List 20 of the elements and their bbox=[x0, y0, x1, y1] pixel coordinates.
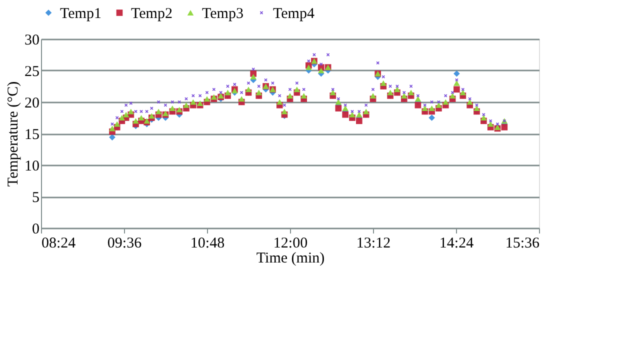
y-tick-label: 30 bbox=[24, 32, 40, 48]
y-tick-label: 15 bbox=[24, 127, 40, 143]
y-axis-title: Temperature (°C) bbox=[6, 81, 22, 187]
x-axis-title: Time (min) bbox=[256, 250, 325, 266]
legend-label: Temp1 bbox=[60, 6, 102, 22]
x-tick-label: 09:36 bbox=[107, 236, 142, 252]
y-tick-label: 20 bbox=[24, 96, 40, 112]
x-tick-label: 10:48 bbox=[190, 236, 225, 252]
legend-label: Temp3 bbox=[202, 6, 244, 22]
x-tick-label: 08:24 bbox=[42, 236, 76, 252]
y-tick-label: 0 bbox=[32, 222, 40, 238]
legend-label: Temp4 bbox=[273, 6, 315, 22]
x-tick-label: 12:00 bbox=[273, 236, 308, 252]
y-tick-label: 5 bbox=[32, 190, 40, 206]
y-tick-label: 25 bbox=[24, 64, 40, 80]
x-tick-label: 15:36 bbox=[505, 236, 540, 252]
legend-label: Temp2 bbox=[131, 6, 172, 22]
y-tick-label: 10 bbox=[24, 158, 40, 174]
x-tick-label: 14:24 bbox=[439, 236, 474, 252]
x-tick-label: 13:12 bbox=[356, 236, 391, 252]
